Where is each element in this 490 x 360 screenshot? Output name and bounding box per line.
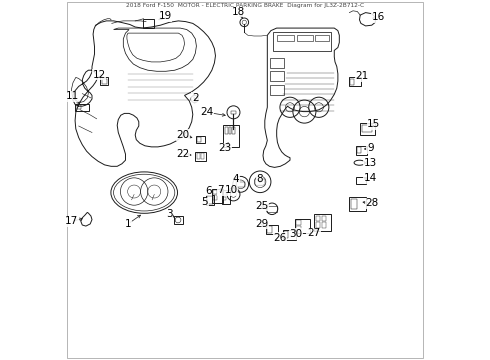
Text: 5: 5 [201, 197, 208, 207]
Bar [284, 231, 288, 238]
Text: 18: 18 [232, 6, 245, 17]
Bar [266, 225, 278, 234]
Bar [206, 195, 214, 205]
Text: 12: 12 [93, 70, 106, 80]
Bar [316, 222, 320, 228]
Bar [268, 226, 271, 233]
Bar [357, 147, 361, 153]
Text: 28: 28 [365, 198, 378, 208]
Bar [277, 35, 294, 41]
Text: 20: 20 [176, 130, 190, 140]
Bar [362, 125, 372, 132]
Bar [314, 214, 331, 231]
Text: 11: 11 [66, 91, 79, 102]
Bar [350, 79, 354, 85]
Text: 3: 3 [166, 209, 172, 219]
Text: 23: 23 [219, 143, 232, 153]
Text: 10: 10 [225, 185, 238, 195]
Bar [267, 206, 277, 212]
Text: 6: 6 [205, 186, 212, 196]
Bar [231, 111, 236, 114]
Text: 19: 19 [158, 11, 172, 21]
Bar [100, 77, 108, 85]
Text: 29: 29 [256, 219, 269, 229]
Bar [197, 137, 201, 142]
Text: 1: 1 [124, 219, 131, 229]
Text: 21: 21 [355, 71, 368, 81]
Bar [349, 197, 366, 211]
Bar [201, 153, 204, 159]
Bar [213, 195, 217, 200]
Text: 17: 17 [65, 216, 78, 226]
Bar [349, 77, 361, 86]
Text: 16: 16 [371, 12, 385, 22]
Text: 27: 27 [307, 228, 320, 238]
Bar [197, 153, 199, 159]
Text: 25: 25 [256, 201, 269, 211]
Bar [356, 177, 366, 184]
Bar [232, 127, 235, 134]
Bar [296, 220, 301, 225]
Text: 22: 22 [176, 149, 190, 159]
Text: 13: 13 [364, 158, 377, 168]
Bar [222, 192, 225, 195]
Bar [356, 146, 367, 155]
Text: 24: 24 [200, 107, 214, 117]
Text: 7: 7 [217, 185, 224, 195]
Bar [322, 216, 326, 221]
Text: 4: 4 [233, 174, 239, 184]
Bar [316, 216, 320, 221]
Bar [221, 190, 229, 204]
Bar [213, 190, 217, 194]
Bar [212, 189, 222, 203]
Text: 2: 2 [192, 93, 198, 103]
Bar [236, 182, 245, 187]
Bar [76, 105, 81, 109]
Text: 9: 9 [367, 143, 373, 153]
Bar [315, 35, 329, 41]
Bar [294, 219, 310, 233]
Bar [174, 216, 183, 224]
Bar [102, 79, 107, 84]
Bar [322, 222, 326, 228]
Text: 8: 8 [256, 174, 263, 184]
Bar [222, 125, 239, 147]
Bar [273, 32, 331, 51]
Text: 26: 26 [273, 233, 287, 243]
Bar [270, 58, 284, 68]
Bar [270, 85, 284, 95]
Text: 14: 14 [364, 173, 377, 183]
Bar [270, 71, 284, 81]
Bar [283, 230, 296, 240]
Bar [222, 197, 225, 200]
Bar [255, 179, 265, 185]
Bar [229, 127, 231, 134]
Bar [207, 196, 213, 204]
Bar [360, 123, 374, 135]
Text: 30: 30 [290, 229, 303, 239]
Bar [196, 152, 206, 161]
Bar [296, 226, 301, 230]
Bar [144, 19, 154, 28]
Bar [297, 35, 314, 41]
Text: 15: 15 [368, 119, 381, 129]
Bar [225, 127, 228, 134]
Bar [75, 104, 89, 111]
Bar [351, 199, 357, 209]
Bar [196, 136, 205, 143]
Text: 2018 Ford F-150  MOTOR - ELECTRIC PARKING BRAKE  Diagram for JL3Z-2B712-C: 2018 Ford F-150 MOTOR - ELECTRIC PARKING… [126, 3, 364, 8]
